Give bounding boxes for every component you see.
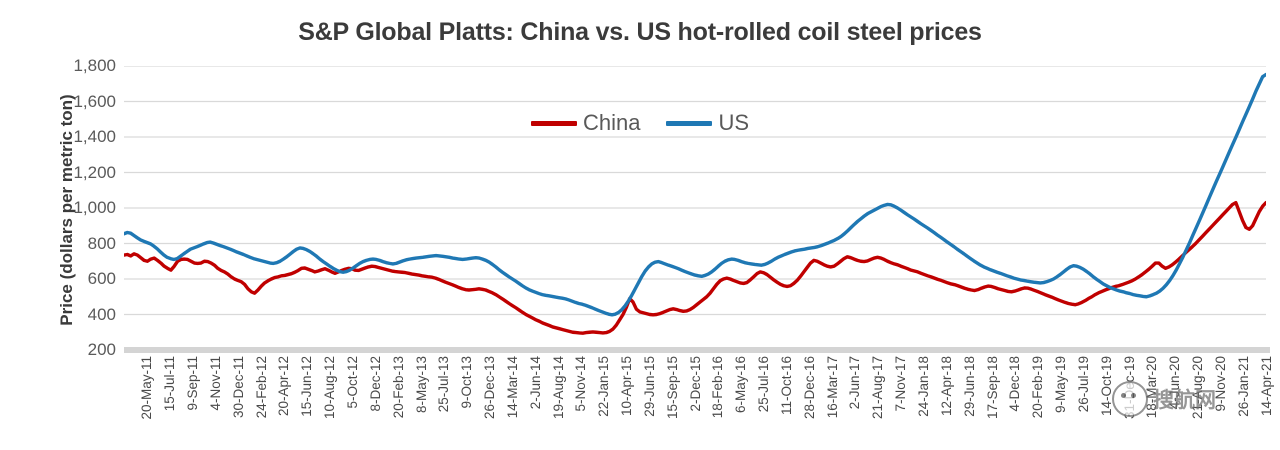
x-tick-label: 9-Oct-13 xyxy=(459,356,475,409)
x-tick-label: 8-Dec-12 xyxy=(367,356,383,412)
x-tick-label: 22-Jan-15 xyxy=(596,356,612,417)
y-tick-label: 1,800 xyxy=(73,56,116,75)
x-tick-label: 18-Feb-16 xyxy=(710,356,726,419)
x-tick-label: 9-Sep-11 xyxy=(185,356,201,411)
series-line-us xyxy=(124,72,1266,317)
x-tick-label: 11-Oct-16 xyxy=(778,356,794,416)
x-tick-label: 20-May-11 xyxy=(139,356,155,420)
y-tick-label: 200 xyxy=(87,340,116,359)
x-tick-label: 20-Feb-13 xyxy=(390,356,406,419)
x-tick-label: 19-Aug-14 xyxy=(550,356,566,420)
x-tick-label: 20-Feb-19 xyxy=(1030,356,1046,419)
x-tick-label: 9-May-19 xyxy=(1053,356,1069,414)
y-tick-label: 1,000 xyxy=(73,198,116,217)
x-tick-label: 2-Dec-15 xyxy=(687,356,703,412)
x-tick-label: 29-Jun-18 xyxy=(961,356,977,417)
x-tick-label: 6-May-16 xyxy=(733,356,749,414)
y-tick-label: 400 xyxy=(87,304,116,324)
y-tick-label: 1,400 xyxy=(73,127,116,146)
plot-area xyxy=(124,66,1266,350)
y-tick-label: 800 xyxy=(87,233,116,253)
x-tick-label: 17-Sep-18 xyxy=(984,356,1000,420)
series-line-china xyxy=(124,200,1266,335)
x-tick-label: 21-Aug-17 xyxy=(870,356,886,420)
x-tick-label: 26-Jul-19 xyxy=(1075,356,1091,413)
x-tick-label: 25-Jul-16 xyxy=(756,356,772,413)
x-tick-label: 5-Oct-12 xyxy=(344,356,360,409)
x-tick-label: 29-Jun-15 xyxy=(641,356,657,417)
x-tick-label: 15-Sep-15 xyxy=(664,356,680,420)
wechat-avatar-icon xyxy=(1112,381,1148,417)
x-tick-label: 24-Feb-12 xyxy=(253,356,269,419)
series-plot xyxy=(124,66,1266,335)
x-tick-label: 4-Dec-18 xyxy=(1007,356,1023,412)
x-tick-label: 5-Nov-14 xyxy=(573,356,589,412)
x-tick-label: 12-Apr-18 xyxy=(938,356,954,417)
watermark: 搜航网 xyxy=(1112,376,1262,422)
y-tick-label: 1,200 xyxy=(73,162,116,182)
chart-title: S&P Global Platts: China vs. US hot-roll… xyxy=(298,18,982,46)
x-axis-band xyxy=(124,347,1270,353)
x-tick-label: 28-Dec-16 xyxy=(801,356,817,420)
x-axis-tick-labels: 20-May-11 15-Jul-11 9-Sep-11 4-Nov-11 30-Dec… xyxy=(124,352,1273,450)
x-tick-label: 2-Jun-17 xyxy=(847,356,863,410)
x-tick-label: 8-May-13 xyxy=(413,356,429,414)
x-tick-label: 26-Dec-13 xyxy=(482,356,498,420)
x-tick-label: 7-Nov-17 xyxy=(893,356,909,412)
x-tick-label: 10-Aug-12 xyxy=(322,356,338,420)
y-axis-tick-labels: 1,800 1,600 1,400 1,200 1,000 800 600 400 200 xyxy=(46,56,116,359)
x-tick-label: 10-Apr-15 xyxy=(619,356,635,417)
x-tick-label: 16-Mar-17 xyxy=(824,356,840,419)
y-tick-label: 600 xyxy=(87,269,116,288)
x-tick-label: 30-Dec-11 xyxy=(230,356,246,419)
y-tick-label: 1,600 xyxy=(73,91,116,111)
x-tick-label: 25-Jul-13 xyxy=(436,356,452,413)
x-tick-label: 14-Mar-14 xyxy=(504,356,520,419)
x-tick-label: 2-Jun-14 xyxy=(527,356,543,410)
x-tick-label: 15-Jul-11 xyxy=(162,356,178,412)
x-tick-label: 24-Jan-18 xyxy=(915,356,931,417)
watermark-text: 搜航网 xyxy=(1153,388,1216,412)
x-tick-label: 15-Jun-12 xyxy=(299,356,315,417)
x-tick-label: 4-Nov-11 xyxy=(207,356,223,411)
x-tick-label: 20-Apr-12 xyxy=(276,356,292,417)
